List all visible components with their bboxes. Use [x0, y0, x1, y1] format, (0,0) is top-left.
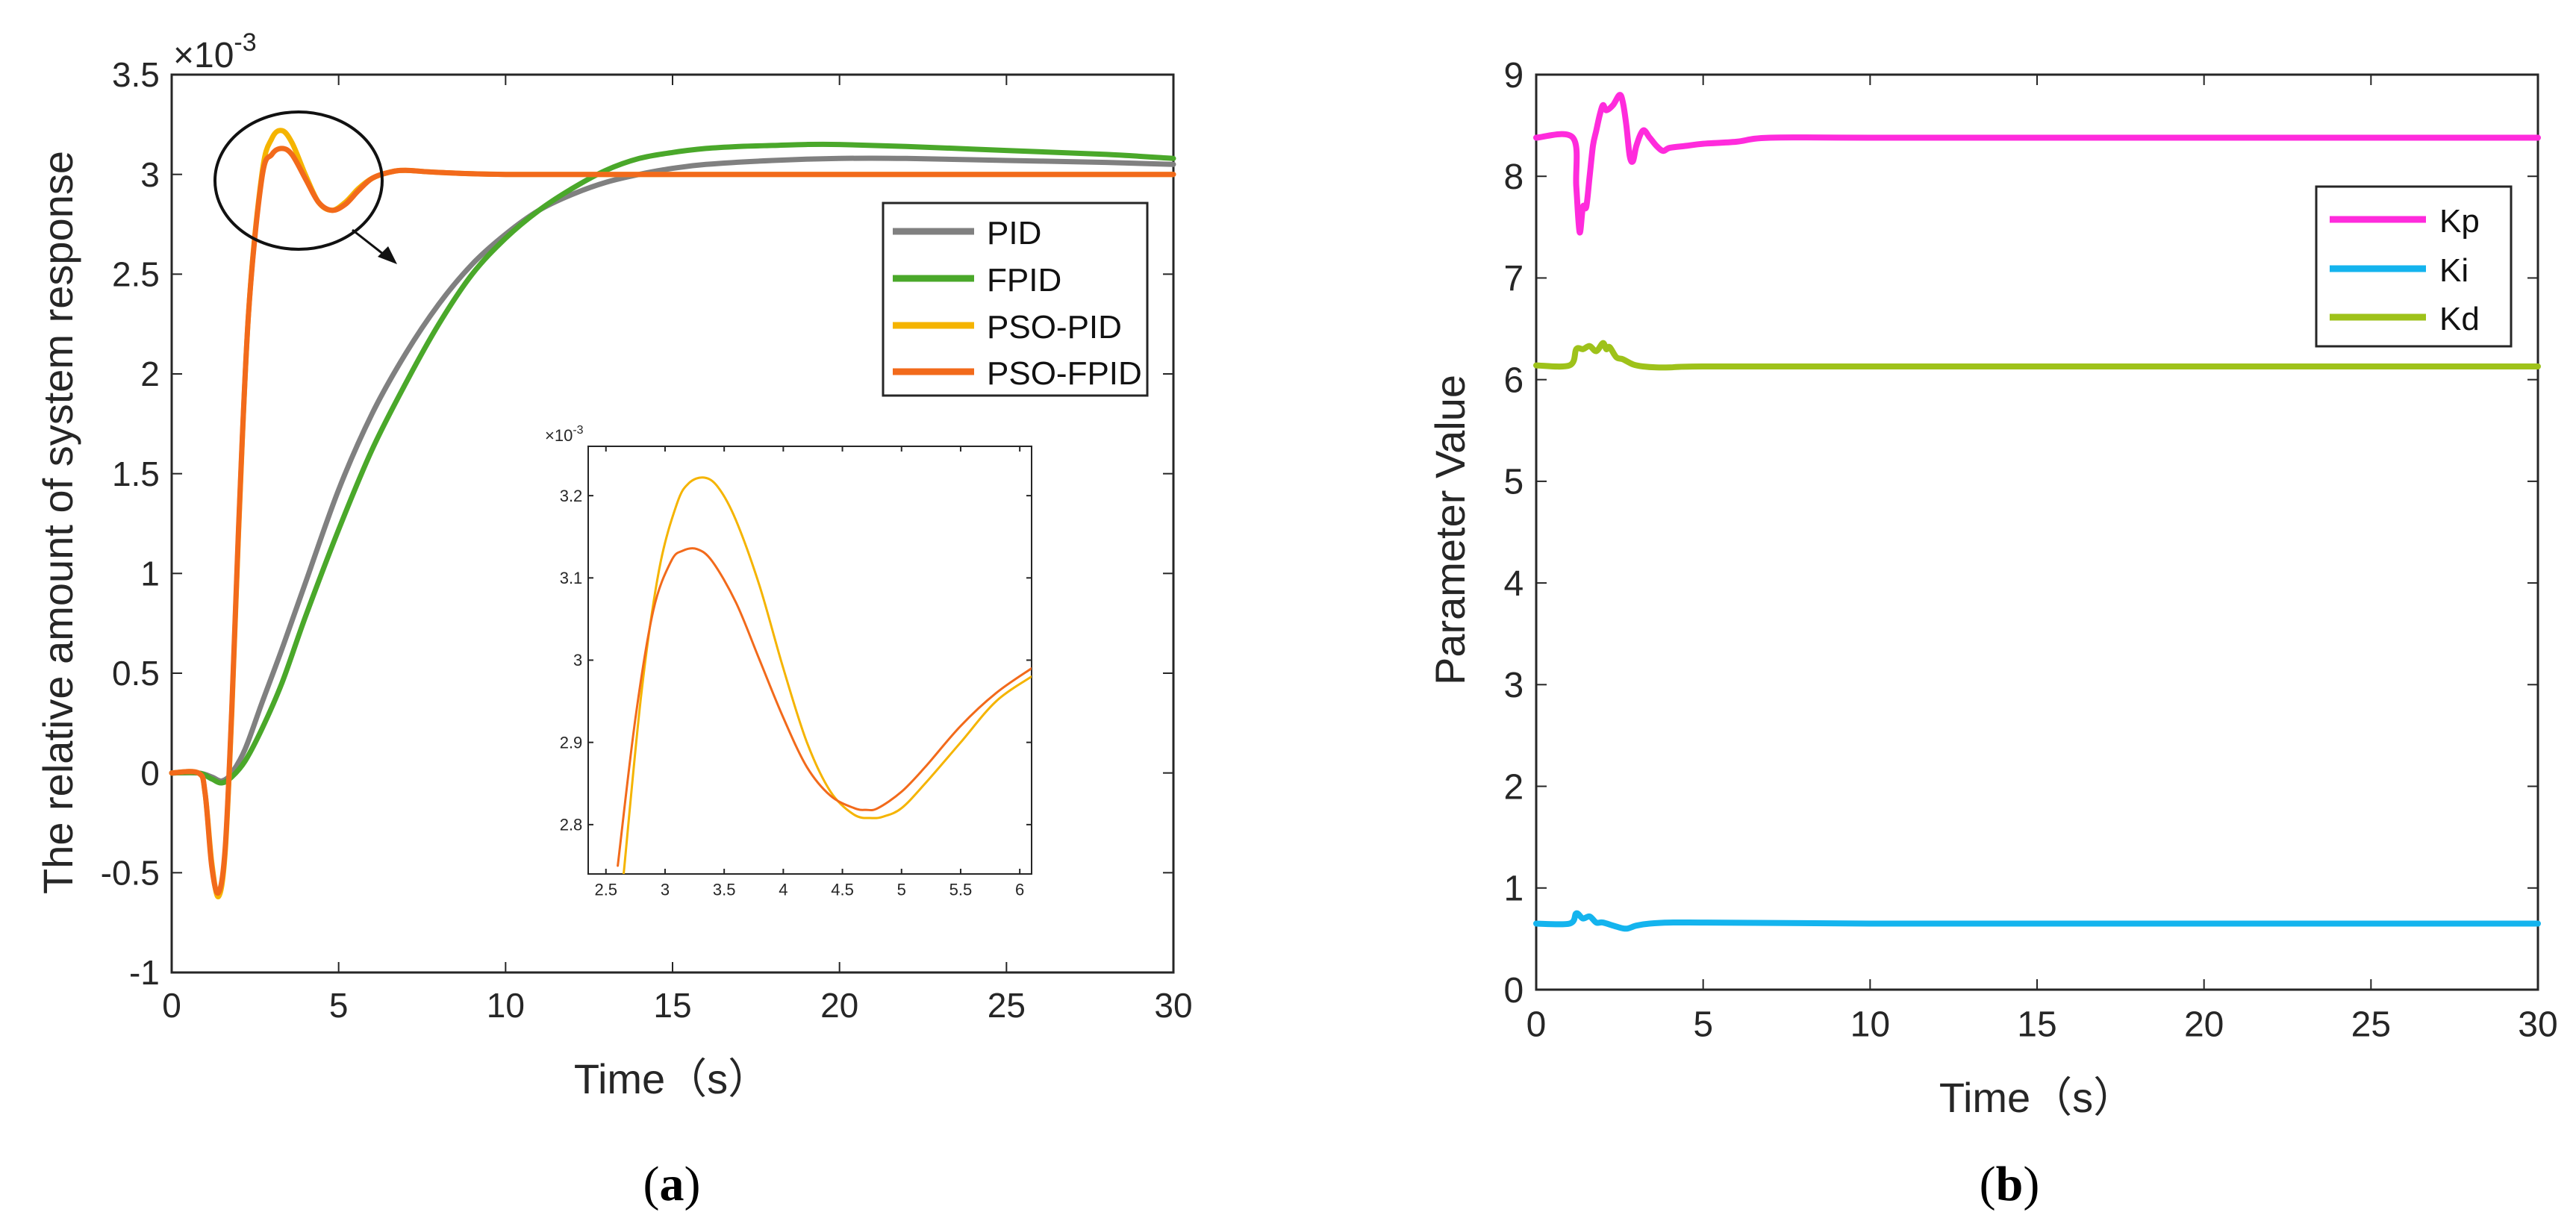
inset-x-tick-label: 4 [779, 881, 788, 899]
panel-a-zoom-annotation-arrow [352, 228, 387, 258]
panel-a-y-tick-label: 3.5 [112, 55, 160, 94]
inset-x-tick-label: 4.5 [831, 881, 854, 899]
inset-x-tick-label: 3.5 [713, 881, 736, 899]
panel-b-y-tick-label: 9 [1503, 56, 1524, 96]
inset-x-tick-label: 5 [897, 881, 906, 899]
inset-lines [617, 476, 1032, 874]
inset-x-tick-label: 3 [661, 881, 670, 899]
panel-b-x-tick-label: 25 [2351, 1005, 2391, 1044]
inset-x-tick-label: 5.5 [949, 881, 973, 899]
panel-a: 0 5 10 15 20 25 30 -1 -0.5 0 0.5 1 1.5 2 2.5 3 3.5 ×10-3… [34, 28, 1193, 1211]
legend-label-pso-fpid: PSO-FPID [987, 355, 1142, 392]
panel-b-y-tick-label: 8 [1503, 157, 1524, 197]
panel-b-y-axis-label: Parameter Value [1426, 375, 1473, 685]
panel-b-y-tick-label: 5 [1503, 463, 1524, 502]
panel-b-series-ki [1533, 910, 2541, 932]
panel-a-lines [169, 128, 1176, 899]
panel-a-x-axis-label: Time（s） [574, 1055, 770, 1102]
legend-label-pid: PID [987, 215, 1041, 252]
panel-b-x-axis-label: Time（s） [1939, 1074, 2135, 1121]
panel-a-x-tick-label: 5 [329, 986, 349, 1025]
panel-a-y-tick-label: 1 [140, 554, 160, 593]
inset-series-pso-pid [623, 476, 1032, 874]
inset-x-tick-label: 6 [1015, 881, 1024, 899]
legend-label-fpid: FPID [987, 262, 1061, 299]
panel-b-y-tick-label: 4 [1503, 564, 1524, 604]
legend-label-kd: Kd [2439, 301, 2480, 337]
panel-b-series-kd [1533, 340, 2541, 371]
panel-a-inset: 2.5 3 3.5 4 4.5 5 5.5 6 2.8 2.9 3 3.1 3.2 ×10-3 [545, 424, 1032, 899]
panel-a-caption: (a) [643, 1157, 701, 1211]
panel-a-y-tick-label: -0.5 [101, 853, 160, 892]
panel-a-ticks: 0 5 10 15 20 25 30 -1 -0.5 0 0.5 1 1.5 2 2.5 3 3.5 [101, 55, 1193, 1025]
panel-a-y-tick-label: 3 [140, 155, 160, 194]
panel-a-y-axis-label: The relative amount of system response [34, 151, 81, 894]
panel-b-x-tick-label: 20 [2184, 1005, 2224, 1044]
panel-b-legend: Kp Ki Kd [2315, 185, 2513, 348]
legend-label-kp: Kp [2439, 203, 2480, 240]
inset-y-tick-label: 3 [573, 651, 582, 669]
panel-a-zoom-arrowhead [378, 246, 397, 264]
panel-a-y-tick-label: 2.5 [112, 255, 160, 293]
panel-a-x-tick-label: 30 [1154, 986, 1192, 1025]
panel-a-legend-box [882, 202, 1149, 397]
inset-axes-frame [587, 446, 1032, 875]
panel-b-y-tick-label: 3 [1503, 666, 1524, 705]
panel-b-y-tick-label: 1 [1503, 869, 1524, 909]
panel-b-x-tick-label: 5 [1693, 1005, 1713, 1044]
panel-b-y-tick-label: 7 [1503, 259, 1524, 299]
panel-b-x-tick-label: 15 [2017, 1005, 2056, 1044]
panel-a-legend: PID FPID PSO-PID PSO-FPID [882, 202, 1149, 397]
inset-y-tick-label: 3.1 [560, 569, 583, 587]
panel-b-caption: (b) [1980, 1157, 2040, 1211]
panel-b-x-tick-label: 30 [2518, 1005, 2557, 1044]
panel-a-x-tick-label: 15 [653, 986, 691, 1025]
panel-b-y-tick-label: 0 [1503, 971, 1524, 1011]
inset-y-tick-label: 2.9 [560, 733, 583, 752]
panel-b-x-tick-label: 0 [1526, 1005, 1547, 1044]
panel-a-y-tick-label: 0.5 [112, 654, 160, 693]
panel-a-y-tick-label: 1.5 [112, 455, 160, 493]
panel-a-y-tick-label: 2 [140, 355, 160, 393]
inset-series-pso-fpid [617, 547, 1032, 867]
inset-x-tick-label: 2.5 [594, 881, 617, 899]
panel-a-series-fpid [169, 141, 1176, 786]
panel-b-series-kp [1533, 92, 2541, 236]
inset-y-tick-label: 2.8 [560, 816, 583, 834]
panel-b-x-tick-label: 10 [1850, 1005, 1890, 1044]
panel-a-x-tick-label: 0 [162, 986, 181, 1025]
panel-a-zoom-annotation-ellipse [213, 110, 384, 251]
panel-b-lines [1533, 92, 2541, 932]
panel-b-y-tick-label: 6 [1503, 360, 1524, 400]
inset-ticks: 2.5 3 3.5 4 4.5 5 5.5 6 2.8 2.9 3 3.1 3.2 [560, 446, 1032, 899]
panel-a-y-tick-label: 0 [140, 754, 160, 793]
legend-label-pso-pid: PSO-PID [987, 309, 1122, 346]
inset-exponent-label: ×10-3 [545, 424, 584, 445]
panel-a-x-tick-label: 20 [820, 986, 858, 1025]
inset-y-tick-label: 3.2 [560, 487, 583, 505]
panel-b-y-tick-label: 2 [1503, 767, 1524, 807]
panel-a-y-tick-label: -1 [129, 953, 160, 992]
panel-a-x-tick-label: 10 [487, 986, 525, 1025]
legend-label-ki: Ki [2439, 252, 2469, 289]
panel-b: 0 5 10 15 20 25 30 0 1 2 3 4 5 6 7 8 9 Time（s） Parameter… [1426, 56, 2558, 1211]
panel-a-series-pid [169, 155, 1176, 784]
panel-a-exponent-label: ×10-3 [173, 28, 257, 75]
panel-a-series-pso-fpid [169, 146, 1176, 896]
panel-a-x-tick-label: 25 [988, 986, 1026, 1025]
panel-b-ticks: 0 5 10 15 20 25 30 0 1 2 3 4 5 6 7 8 9 [1503, 56, 2557, 1045]
